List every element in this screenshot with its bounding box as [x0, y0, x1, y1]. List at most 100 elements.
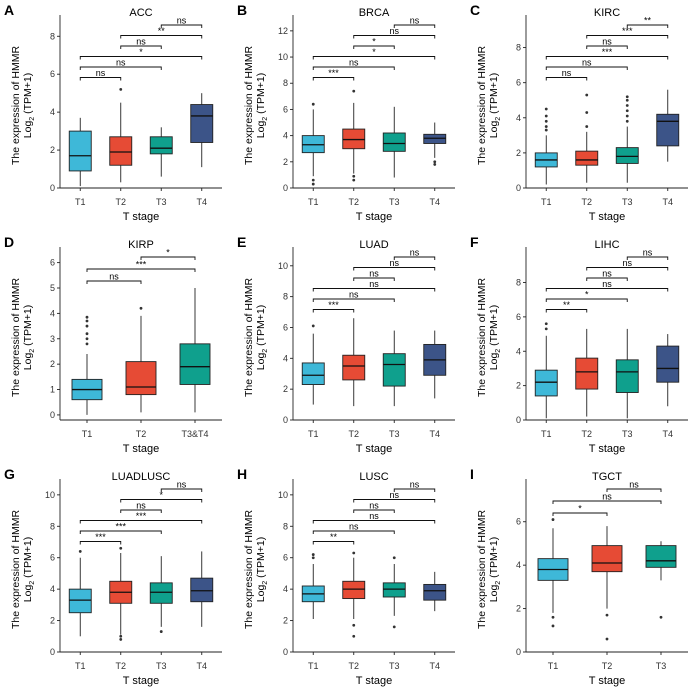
significance-label: ns — [349, 58, 359, 68]
box-t3 — [149, 556, 173, 633]
significance-bracket — [545, 288, 669, 292]
significance-label: ns — [643, 248, 653, 258]
significance-label: * — [159, 490, 163, 500]
x-tick-label: T2 — [136, 429, 147, 439]
y-axis-label-line1: The expression of HMMR — [10, 46, 22, 165]
x-tick-label: T4 — [429, 661, 440, 671]
significance-bracket — [626, 256, 669, 260]
y-axis-label-subscript: 2 — [262, 117, 269, 121]
outlier-point — [311, 553, 315, 556]
outlier-point — [311, 182, 315, 186]
outlier-point — [119, 546, 123, 550]
significance-label: ns — [389, 258, 399, 268]
significance-label: ns — [582, 58, 592, 68]
box-t2 — [125, 306, 157, 413]
y-axis-label-line1: The expression of HMMR — [476, 510, 488, 629]
significance-bracket — [160, 24, 203, 28]
y-axis-label-unit: (TPM+1) — [488, 73, 500, 117]
x-tick-label: T2 — [581, 429, 592, 439]
chart-title: LIHC — [594, 239, 619, 251]
panel-letter: H — [237, 466, 247, 482]
significance-bracket — [79, 77, 122, 81]
y-tick-label: 4 — [283, 584, 288, 594]
outlier-point — [625, 114, 629, 118]
x-tick-label: T3 — [156, 197, 167, 207]
significance-label: ns — [96, 68, 106, 78]
chart-title: LUAD — [359, 239, 388, 251]
x-tick-label: T3 — [622, 429, 633, 439]
y-tick-label: 0 — [516, 183, 521, 193]
significance-bracket — [79, 530, 162, 534]
box-iqr — [423, 583, 447, 601]
significance-label: ns — [369, 511, 379, 521]
y-tick-label: 4 — [516, 346, 521, 356]
significance-label: ns — [602, 492, 612, 502]
x-tick-label: T3 — [656, 661, 667, 671]
box-t4 — [190, 551, 214, 627]
box-iqr — [382, 582, 406, 598]
y-axis-label: The expression of HMMRLog2 (TPM+1) — [476, 278, 502, 397]
y-tick-label: 2 — [283, 384, 288, 394]
outlier-point — [311, 324, 315, 328]
y-tick-label: 8 — [283, 78, 288, 88]
significance-bracket — [160, 488, 203, 492]
y-axis-label-log: Log — [255, 585, 267, 603]
significance-bracket — [353, 267, 436, 271]
y-axis-label-line1: The expression of HMMR — [243, 278, 255, 397]
significance-bracket — [120, 35, 203, 39]
y-tick-label: 0 — [283, 647, 288, 657]
y-tick-label: 0 — [50, 647, 55, 657]
x-tick-label: T1 — [308, 429, 319, 439]
outlier-point — [159, 630, 163, 633]
significance-bracket — [552, 512, 608, 516]
y-axis-label-line2: Log2 (TPM+1) — [22, 537, 36, 602]
box-t2 — [575, 93, 599, 183]
significance-label: *** — [95, 532, 106, 542]
box-iqr — [423, 133, 447, 144]
y-axis-label-line2: Log2 (TPM+1) — [488, 73, 502, 138]
y-axis-label: The expression of HMMRLog2 (TPM+1) — [10, 278, 36, 397]
significance-bracket — [545, 56, 669, 60]
y-tick-label: 6 — [283, 553, 288, 563]
outlier-point — [85, 342, 89, 346]
significance-label: ns — [369, 279, 379, 289]
box-iqr — [615, 359, 639, 393]
significance-label: *** — [328, 300, 339, 310]
outlier-point — [544, 322, 548, 326]
box-iqr — [342, 580, 366, 600]
significance-label: * — [372, 37, 376, 47]
significance-label: ns — [602, 37, 612, 47]
y-axis-label-log: Log — [22, 353, 34, 371]
box-iqr — [190, 577, 214, 603]
chart-title: BRCA — [359, 7, 390, 19]
chart-title: TGCT — [592, 471, 622, 483]
box-t4 — [656, 89, 680, 162]
x-axis-label: T stage — [589, 443, 626, 455]
y-axis-label-unit: (TPM+1) — [22, 305, 34, 349]
y-axis-label-line1: The expression of HMMR — [243, 46, 255, 165]
box-iqr — [575, 357, 599, 390]
y-tick-label: 3 — [50, 334, 55, 344]
outlier-point — [544, 114, 548, 118]
significance-label: ns — [349, 522, 359, 532]
y-tick-label: 6 — [516, 78, 521, 88]
significance-bracket — [79, 520, 203, 524]
significance-bracket — [120, 45, 162, 49]
y-tick-label: 6 — [516, 517, 521, 527]
box-iqr — [342, 354, 366, 381]
significance-label: ns — [109, 272, 119, 282]
outlier-point — [625, 109, 629, 113]
significance-bracket — [353, 509, 395, 513]
significance-label: ns — [410, 16, 420, 26]
y-tick-label: 6 — [516, 312, 521, 322]
chart-title: LUSC — [359, 471, 388, 483]
significance-bracket — [79, 56, 203, 60]
y-tick-label: 10 — [278, 52, 288, 62]
box-iqr — [342, 128, 366, 150]
outlier-point — [78, 550, 82, 553]
y-tick-label: 1 — [50, 385, 55, 395]
